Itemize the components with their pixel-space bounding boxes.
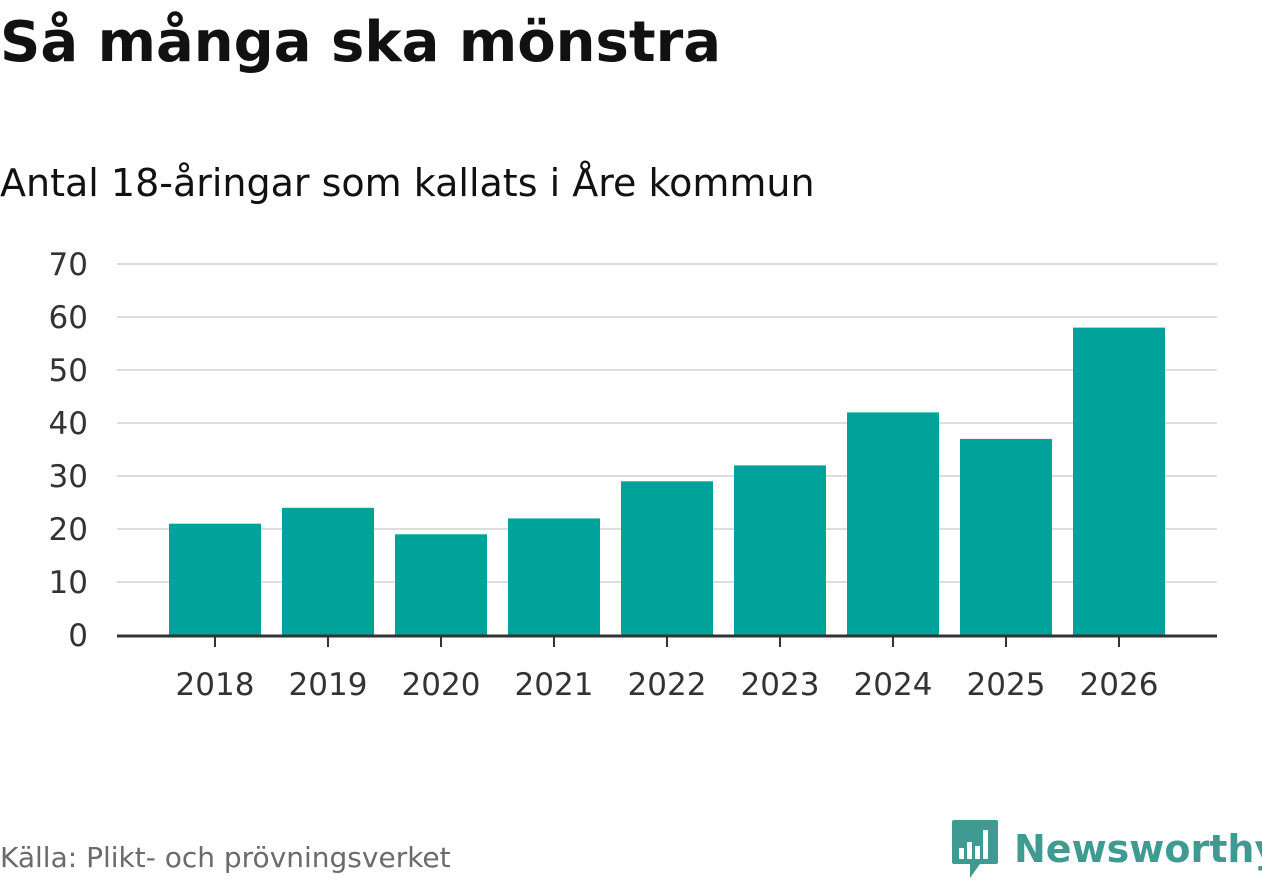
- x-tick-label: 2023: [741, 667, 820, 703]
- x-tick-label: 2022: [628, 667, 707, 703]
- x-tick-label: 2024: [854, 667, 933, 703]
- x-tick-label: 2020: [402, 667, 481, 703]
- bar-2026: [1073, 327, 1165, 635]
- y-tick-label: 10: [49, 565, 88, 601]
- x-tick-label: 2026: [1080, 667, 1159, 703]
- x-tick-label: 2025: [967, 667, 1046, 703]
- bar-2024: [847, 412, 939, 635]
- x-tick-label: 2018: [176, 667, 255, 703]
- y-tick-label: 40: [49, 406, 88, 442]
- newsworthy-logo-icon: [952, 820, 998, 878]
- bar-chart: 0 10 20 30 40 50 60 70 2018 2019 2020 2021 2022 2023 2…: [49, 247, 1217, 703]
- chart-subtitle: Antal 18-åringar som kallats i Åre kommu…: [0, 161, 815, 205]
- y-tick-label: 50: [49, 353, 88, 389]
- bar-2025: [960, 438, 1052, 635]
- y-tick-label: 60: [49, 300, 88, 336]
- y-tick-label: 70: [49, 247, 88, 283]
- bar-2019: [282, 507, 374, 635]
- source-note: Källa: Plikt- och prövningsverket: [0, 841, 451, 874]
- bar-2018: [169, 523, 261, 635]
- bar-2020: [395, 534, 487, 635]
- y-tick-label: 0: [68, 618, 88, 654]
- newsworthy-logo: Newsworthy: [950, 818, 1262, 880]
- chart-title: Så många ska mönstra: [0, 10, 722, 75]
- y-tick-label: 30: [49, 459, 88, 495]
- bar-2023: [734, 465, 826, 635]
- x-tick-label: 2019: [289, 667, 368, 703]
- bar-2022: [621, 481, 713, 635]
- y-tick-label: 20: [49, 512, 88, 548]
- x-tick-label: 2021: [515, 667, 594, 703]
- newsworthy-logo-text: Newsworthy: [1014, 827, 1262, 871]
- bar-2021: [508, 518, 600, 635]
